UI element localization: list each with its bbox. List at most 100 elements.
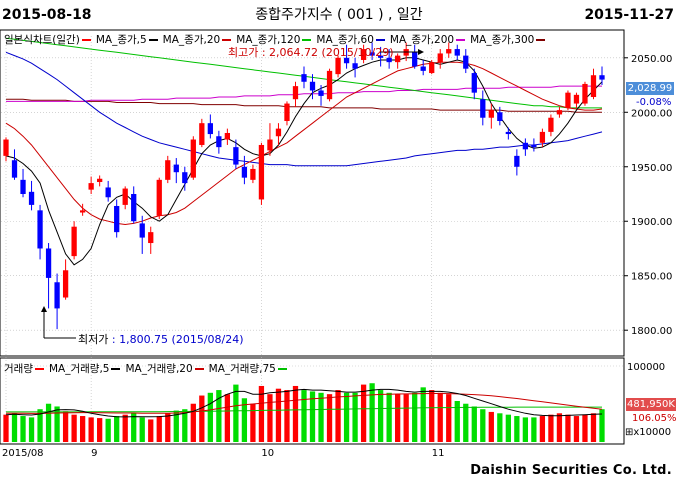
price-tick-label: 1850.00: [631, 272, 672, 283]
price-legend-entry: MA_종가,60: [316, 34, 387, 46]
volume-bar: [250, 403, 256, 442]
volume-bar: [88, 417, 94, 442]
candle-body: [54, 282, 60, 309]
candle-body: [190, 139, 196, 178]
candle-body: [429, 62, 435, 74]
volume-bar: [522, 417, 529, 442]
price-ma5-line: [5, 57, 603, 266]
price-ma20-line: [5, 61, 603, 226]
volume-bar: [360, 384, 367, 442]
volume-bar: [11, 413, 18, 442]
price-legend-entry-marker: [222, 39, 232, 41]
price-legend-entry-label: MA_종가,120: [236, 34, 301, 46]
candle-body: [471, 73, 477, 93]
volume-bar: [131, 413, 137, 442]
volume-bar: [548, 414, 554, 442]
volume-legend-entry-marker: [34, 368, 44, 370]
price-legend-entry-marker: [536, 39, 546, 41]
low-annotation-value: : 1,800.75 (2015/08/24): [108, 333, 244, 346]
candle-body: [395, 55, 401, 63]
low-annotation-arrowhead: [41, 306, 47, 312]
volume-unit-text: x10000: [633, 427, 672, 438]
volume-bar: [463, 403, 469, 442]
volume-bar: [565, 414, 571, 442]
candle-body: [241, 166, 248, 178]
price-legend-entry: MA_종가,300: [470, 34, 547, 46]
candle-body: [420, 66, 426, 71]
candle-body: [573, 94, 580, 104]
candle-body: [207, 123, 213, 135]
candle-body: [556, 110, 563, 115]
volume-bar: [352, 392, 358, 442]
volume-legend-entry-label: 거래량: [4, 363, 33, 375]
volume-bar: [403, 394, 409, 442]
volume-bar: [412, 392, 418, 442]
candle-body: [292, 86, 299, 100]
candle-body: [28, 191, 35, 205]
volume-badge: 481,950K: [626, 398, 676, 411]
high-annotation: 최고가 : 2,064.72 (2015/10/29): [228, 46, 394, 59]
volume-bar: [471, 406, 477, 442]
volume-bar: [437, 392, 443, 442]
start-date: 2015-08-18: [2, 7, 92, 23]
volume-legend-entry-label: MA_거래량,5: [48, 363, 110, 375]
volume-bar: [45, 403, 52, 442]
volume-legend: 거래량 MA_거래량,5 MA_거래량,20 MA_거래량,75: [4, 361, 292, 376]
volume-legend-entry: MA_거래량,75: [209, 363, 289, 375]
volume-bar: [326, 394, 333, 442]
volume-bar: [446, 394, 452, 442]
candle-body: [437, 53, 443, 63]
volume-bar: [3, 414, 9, 442]
volume-legend-entry-marker: [277, 368, 287, 370]
volume-bar: [105, 418, 111, 442]
date-tick-label: 2015/08: [2, 448, 44, 459]
price-legend-entry: MA_종가,5: [96, 34, 160, 46]
candle-body: [148, 232, 154, 244]
candle-body: [131, 194, 137, 222]
volume-unit: ⊞x10000: [625, 427, 672, 438]
candle-body: [139, 223, 145, 238]
price-legend-entry-marker: [375, 39, 385, 41]
volume-bar: [343, 392, 350, 442]
volume-bar: [114, 416, 120, 442]
price-legend: 일본식차트(일간) MA_종가,5 MA_종가,20 MA_종가,120 MA_종가,6…: [4, 32, 550, 47]
low-annotation: 최저가 : 1,800.75 (2015/08/24): [78, 331, 244, 347]
candle-body: [267, 139, 273, 151]
candle-body: [165, 160, 171, 180]
volume-bar: [165, 413, 171, 442]
candle-body: [224, 132, 231, 140]
volume-bar: [199, 395, 205, 442]
price-legend-entry-label: MA_종가,5: [95, 34, 147, 46]
candle-body: [62, 270, 69, 298]
volume-bar: [216, 390, 222, 442]
volume-bar: [284, 390, 290, 442]
price-legend-entry-label: 일본식차트(일간): [4, 34, 80, 46]
volume-bar: [480, 409, 486, 442]
candle-body: [352, 63, 358, 69]
volume-bar: [497, 413, 503, 442]
volume-bar: [395, 394, 401, 442]
volume-legend-entry: MA_거래량,5: [49, 363, 123, 375]
footer-company: Daishin Securities Co. Ltd.: [470, 463, 672, 478]
candle-body: [480, 99, 486, 118]
volume-bar: [258, 385, 265, 442]
candle-body: [156, 179, 162, 216]
volume-bar: [54, 406, 60, 442]
price-ma300-line: [6, 98, 602, 113]
candle-body: [182, 172, 188, 184]
volume-bar: [386, 392, 392, 442]
candle-body: [531, 144, 537, 148]
high-annotation-arrowhead: [418, 49, 424, 55]
volume-bar: [514, 416, 520, 442]
candle-body: [488, 110, 494, 118]
price-legend-entry-marker: [456, 39, 466, 41]
candle-body: [309, 81, 316, 91]
candle-body: [548, 117, 554, 132]
volume-legend-entry-marker: [194, 368, 204, 370]
volume-bar: [122, 414, 128, 442]
price-tick-label: 1900.00: [631, 217, 672, 228]
price-legend-entry: 일본식차트(일간): [4, 34, 93, 46]
volume-pct: 106.05%: [632, 413, 677, 424]
price-legend-entry-label: MA_종가,60: [316, 34, 374, 46]
